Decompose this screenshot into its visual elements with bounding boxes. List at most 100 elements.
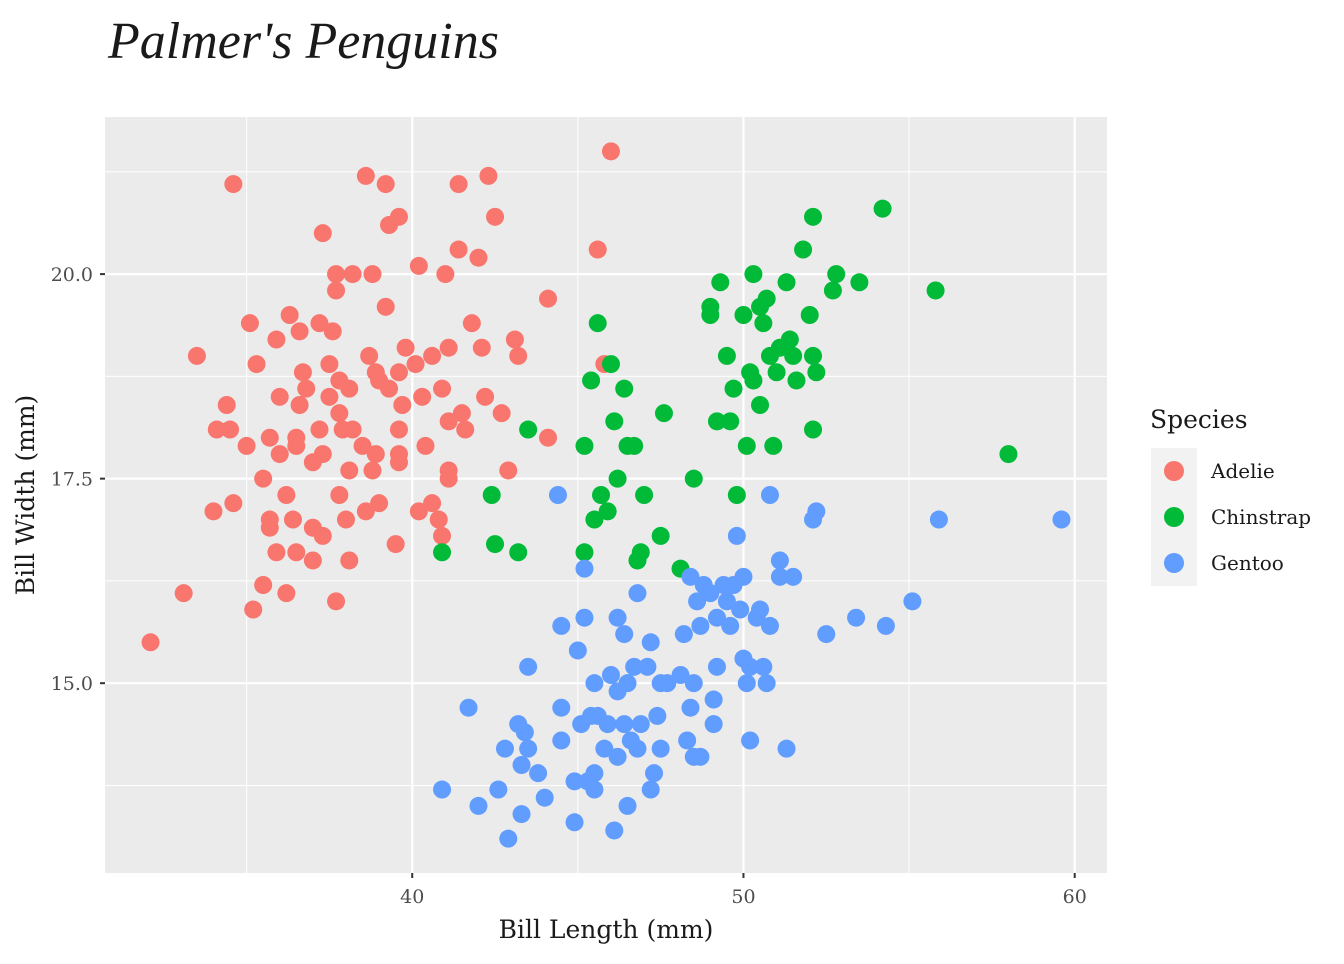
point <box>804 346 823 365</box>
point <box>270 445 289 464</box>
point <box>515 723 534 742</box>
point <box>409 256 428 275</box>
point <box>737 674 756 693</box>
point <box>645 764 664 783</box>
point <box>741 657 760 676</box>
point <box>1052 510 1071 529</box>
point <box>343 420 362 439</box>
point <box>575 608 594 627</box>
point <box>462 314 481 333</box>
point <box>807 502 826 521</box>
legend-title: Species <box>1150 405 1248 434</box>
point <box>711 273 730 292</box>
point <box>433 526 452 545</box>
point <box>380 379 399 398</box>
point <box>313 445 332 464</box>
point <box>416 436 435 455</box>
point <box>519 739 538 758</box>
point <box>406 355 425 374</box>
point <box>327 592 346 611</box>
point <box>436 265 455 284</box>
point <box>472 338 491 357</box>
point <box>631 543 650 562</box>
point <box>389 207 408 226</box>
point <box>707 608 726 627</box>
point <box>433 379 452 398</box>
point <box>873 199 892 218</box>
point <box>641 633 660 652</box>
point <box>764 436 783 455</box>
point <box>804 420 823 439</box>
point <box>141 633 160 652</box>
point <box>804 207 823 226</box>
point <box>717 592 736 611</box>
point <box>681 567 700 586</box>
point <box>486 207 505 226</box>
point <box>224 494 243 513</box>
point <box>237 436 256 455</box>
point <box>658 674 677 693</box>
point <box>777 273 796 292</box>
point <box>439 461 458 480</box>
point <box>585 764 604 783</box>
point <box>240 314 259 333</box>
point <box>552 698 571 717</box>
point <box>356 166 375 185</box>
point <box>704 690 723 709</box>
point <box>492 404 511 423</box>
point <box>535 788 554 807</box>
point <box>280 306 299 324</box>
legend-key <box>1164 507 1184 527</box>
point <box>784 346 803 365</box>
point <box>598 715 617 734</box>
point <box>449 240 468 259</box>
y-axis-label: Bill Width (mm) <box>11 395 40 596</box>
point <box>767 363 786 382</box>
point <box>787 371 806 390</box>
point <box>323 322 342 341</box>
point <box>320 355 339 374</box>
point <box>760 616 779 635</box>
point <box>290 396 309 414</box>
y-tick-label: 20.0 <box>51 264 93 286</box>
point <box>260 428 279 447</box>
point <box>310 314 329 333</box>
y-tick-label: 17.5 <box>51 469 93 491</box>
point <box>575 543 594 562</box>
point <box>247 355 266 374</box>
point <box>429 510 448 529</box>
point <box>850 273 869 292</box>
point <box>741 731 760 750</box>
point <box>313 526 332 545</box>
point <box>389 420 408 439</box>
point <box>999 445 1018 464</box>
point <box>336 510 355 529</box>
point <box>615 625 634 644</box>
point <box>495 739 514 758</box>
point <box>615 715 634 734</box>
point <box>489 780 508 799</box>
point <box>277 584 296 603</box>
point <box>568 641 587 660</box>
point <box>327 281 346 300</box>
point <box>519 657 538 676</box>
point <box>608 608 627 627</box>
point <box>512 756 531 774</box>
point <box>244 600 263 619</box>
point <box>327 265 346 284</box>
point <box>721 412 740 431</box>
point <box>674 625 693 644</box>
point <box>393 396 412 414</box>
point <box>343 265 362 284</box>
point <box>330 404 349 423</box>
legend-key <box>1164 553 1184 573</box>
legend-label: Gentoo <box>1211 551 1284 575</box>
axes: 40 50 60 15.0 17.5 20.0 <box>51 264 1087 908</box>
point <box>601 666 620 684</box>
point <box>283 510 302 529</box>
point <box>601 355 620 374</box>
point <box>601 142 620 161</box>
point <box>254 469 273 488</box>
point <box>751 396 770 414</box>
